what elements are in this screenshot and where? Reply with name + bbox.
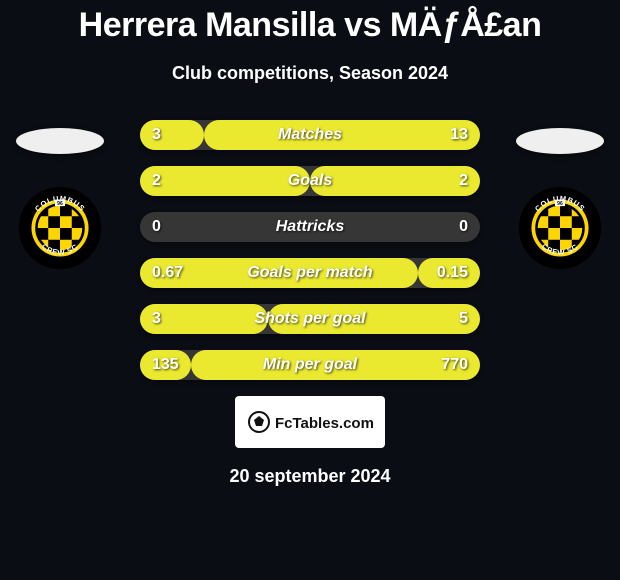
stat-label: Shots per goal [140, 310, 480, 328]
brand-text: FcTables.com [275, 415, 374, 432]
stat-label: Goals [140, 172, 480, 190]
svg-text:96: 96 [557, 201, 563, 207]
right-team-crest: COLUMBUS CREW SC 96 [518, 186, 602, 270]
left-team-crest: COLUMBUS CREW SC 96 [18, 186, 102, 270]
stat-row: 35Shots per goal [140, 304, 480, 334]
svg-text:96: 96 [57, 201, 63, 207]
stat-row: 313Matches [140, 120, 480, 150]
right-player-column: COLUMBUS CREW SC 96 [510, 120, 610, 270]
comparison-panel: COLUMBUS CREW SC 96 COLUMBU [0, 120, 620, 380]
stat-row: 00Hattricks [140, 212, 480, 242]
stat-row: 135770Min per goal [140, 350, 480, 380]
stat-label: Goals per match [140, 264, 480, 282]
footer-brand-badge: FcTables.com [235, 396, 385, 448]
left-player-ellipse [16, 128, 104, 154]
brand-ball-icon [249, 412, 269, 432]
stat-label: Hattricks [140, 218, 480, 236]
page-subtitle: Club competitions, Season 2024 [0, 63, 620, 84]
left-player-column: COLUMBUS CREW SC 96 [10, 120, 110, 270]
date-text: 20 september 2024 [0, 466, 620, 487]
stat-label: Min per goal [140, 356, 480, 374]
page-title: Herrera Mansilla vs MÄƒÅ£an [0, 0, 620, 45]
right-player-ellipse [516, 128, 604, 154]
stat-row: 22Goals [140, 166, 480, 196]
stat-row: 0.670.15Goals per match [140, 258, 480, 288]
stat-bars: 313Matches 22Goals 00Hattricks 0.670.15Goal… [140, 120, 480, 380]
stat-label: Matches [140, 126, 480, 144]
